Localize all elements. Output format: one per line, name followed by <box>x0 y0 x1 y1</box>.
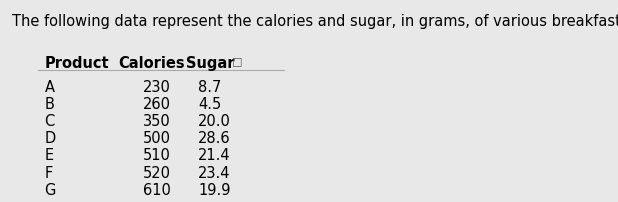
Text: Sugar: Sugar <box>186 56 234 71</box>
Text: D: D <box>44 131 56 146</box>
Text: 350: 350 <box>143 114 171 129</box>
Text: □: □ <box>232 56 243 66</box>
Text: 260: 260 <box>143 97 171 112</box>
Text: 230: 230 <box>143 80 171 95</box>
Text: The following data represent the calories and sugar, in grams, of various breakf: The following data represent the calorie… <box>12 14 618 29</box>
Text: 8.7: 8.7 <box>198 80 222 95</box>
Text: 19.9: 19.9 <box>198 183 231 198</box>
Text: 21.4: 21.4 <box>198 148 231 163</box>
Text: 20.0: 20.0 <box>198 114 231 129</box>
Text: Product: Product <box>44 56 109 71</box>
Text: B: B <box>44 97 54 112</box>
Text: 28.6: 28.6 <box>198 131 231 146</box>
Text: F: F <box>44 166 53 181</box>
Text: A: A <box>44 80 54 95</box>
Text: 23.4: 23.4 <box>198 166 231 181</box>
Text: 4.5: 4.5 <box>198 97 221 112</box>
Text: Calories: Calories <box>118 56 185 71</box>
Text: E: E <box>44 148 54 163</box>
Text: G: G <box>44 183 56 198</box>
Text: 610: 610 <box>143 183 171 198</box>
Text: 520: 520 <box>143 166 171 181</box>
Text: C: C <box>44 114 55 129</box>
Text: 500: 500 <box>143 131 171 146</box>
Text: 510: 510 <box>143 148 171 163</box>
